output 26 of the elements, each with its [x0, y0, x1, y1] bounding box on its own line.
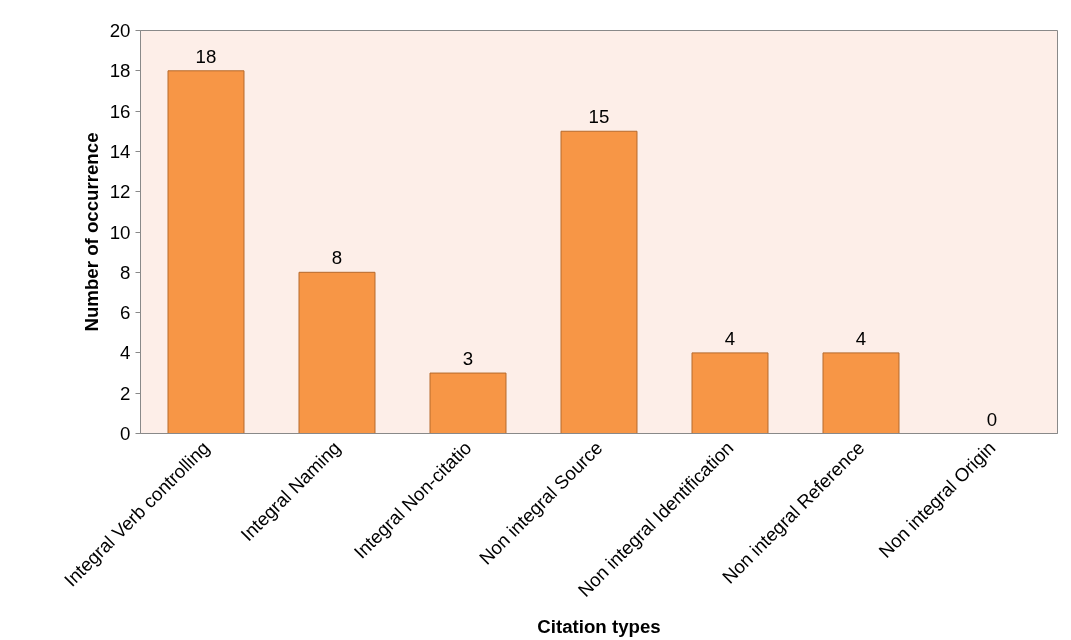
bar [822, 352, 900, 434]
y-tick-label: 14 [109, 140, 131, 162]
bar [429, 372, 507, 434]
y-tick-label: 20 [109, 20, 131, 41]
bar [167, 70, 245, 434]
y-tick-label: 18 [109, 60, 131, 82]
y-tick-label: 16 [109, 100, 131, 122]
bar [560, 130, 638, 434]
y-tick-label: 12 [109, 181, 131, 203]
data-label: 15 [588, 106, 610, 128]
y-tick-label: 4 [120, 342, 131, 364]
data-label: 0 [986, 408, 998, 430]
y-axis-title: Number of occurrence [80, 132, 102, 332]
y-tick-label: 8 [120, 261, 131, 283]
data-label: 4 [724, 327, 736, 349]
bar [691, 352, 769, 434]
data-label: 18 [195, 45, 217, 67]
y-tick-label: 6 [120, 302, 131, 324]
y-tick-label: 2 [120, 382, 131, 404]
data-label: 8 [331, 247, 343, 269]
bar [298, 271, 376, 434]
x-axis-title: Citation types [537, 616, 661, 638]
data-label: 3 [462, 348, 474, 370]
y-tick-label: 10 [109, 221, 131, 243]
y-tick-label: 0 [120, 423, 131, 444]
data-label: 4 [855, 327, 867, 349]
